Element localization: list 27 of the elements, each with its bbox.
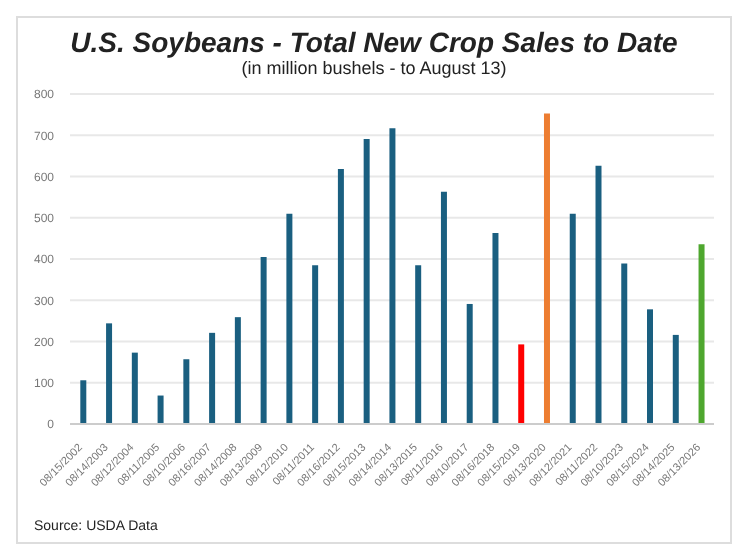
bar xyxy=(543,113,550,424)
bar xyxy=(672,334,679,424)
bar xyxy=(492,233,499,424)
bar xyxy=(440,191,447,424)
bar xyxy=(337,169,344,424)
bar xyxy=(80,380,87,424)
bar xyxy=(260,256,267,424)
bar xyxy=(621,263,628,424)
bar xyxy=(209,332,216,424)
bar xyxy=(131,352,138,424)
bar xyxy=(647,309,654,424)
chart-subtitle: (in million bushels - to August 13) xyxy=(239,58,509,78)
bar xyxy=(569,213,576,424)
bar xyxy=(183,359,190,424)
bar xyxy=(234,317,241,424)
bar xyxy=(312,265,319,424)
bar xyxy=(698,244,705,424)
bar xyxy=(363,138,370,424)
bar xyxy=(389,128,396,424)
bar xyxy=(157,395,164,424)
bar xyxy=(106,323,113,424)
bar xyxy=(286,213,293,424)
bar xyxy=(415,265,422,424)
bar xyxy=(518,344,525,424)
bar xyxy=(595,165,602,424)
chart-title: U.S. Soybeans - Total New Crop Sales to Date xyxy=(68,26,680,58)
bar xyxy=(466,303,473,424)
